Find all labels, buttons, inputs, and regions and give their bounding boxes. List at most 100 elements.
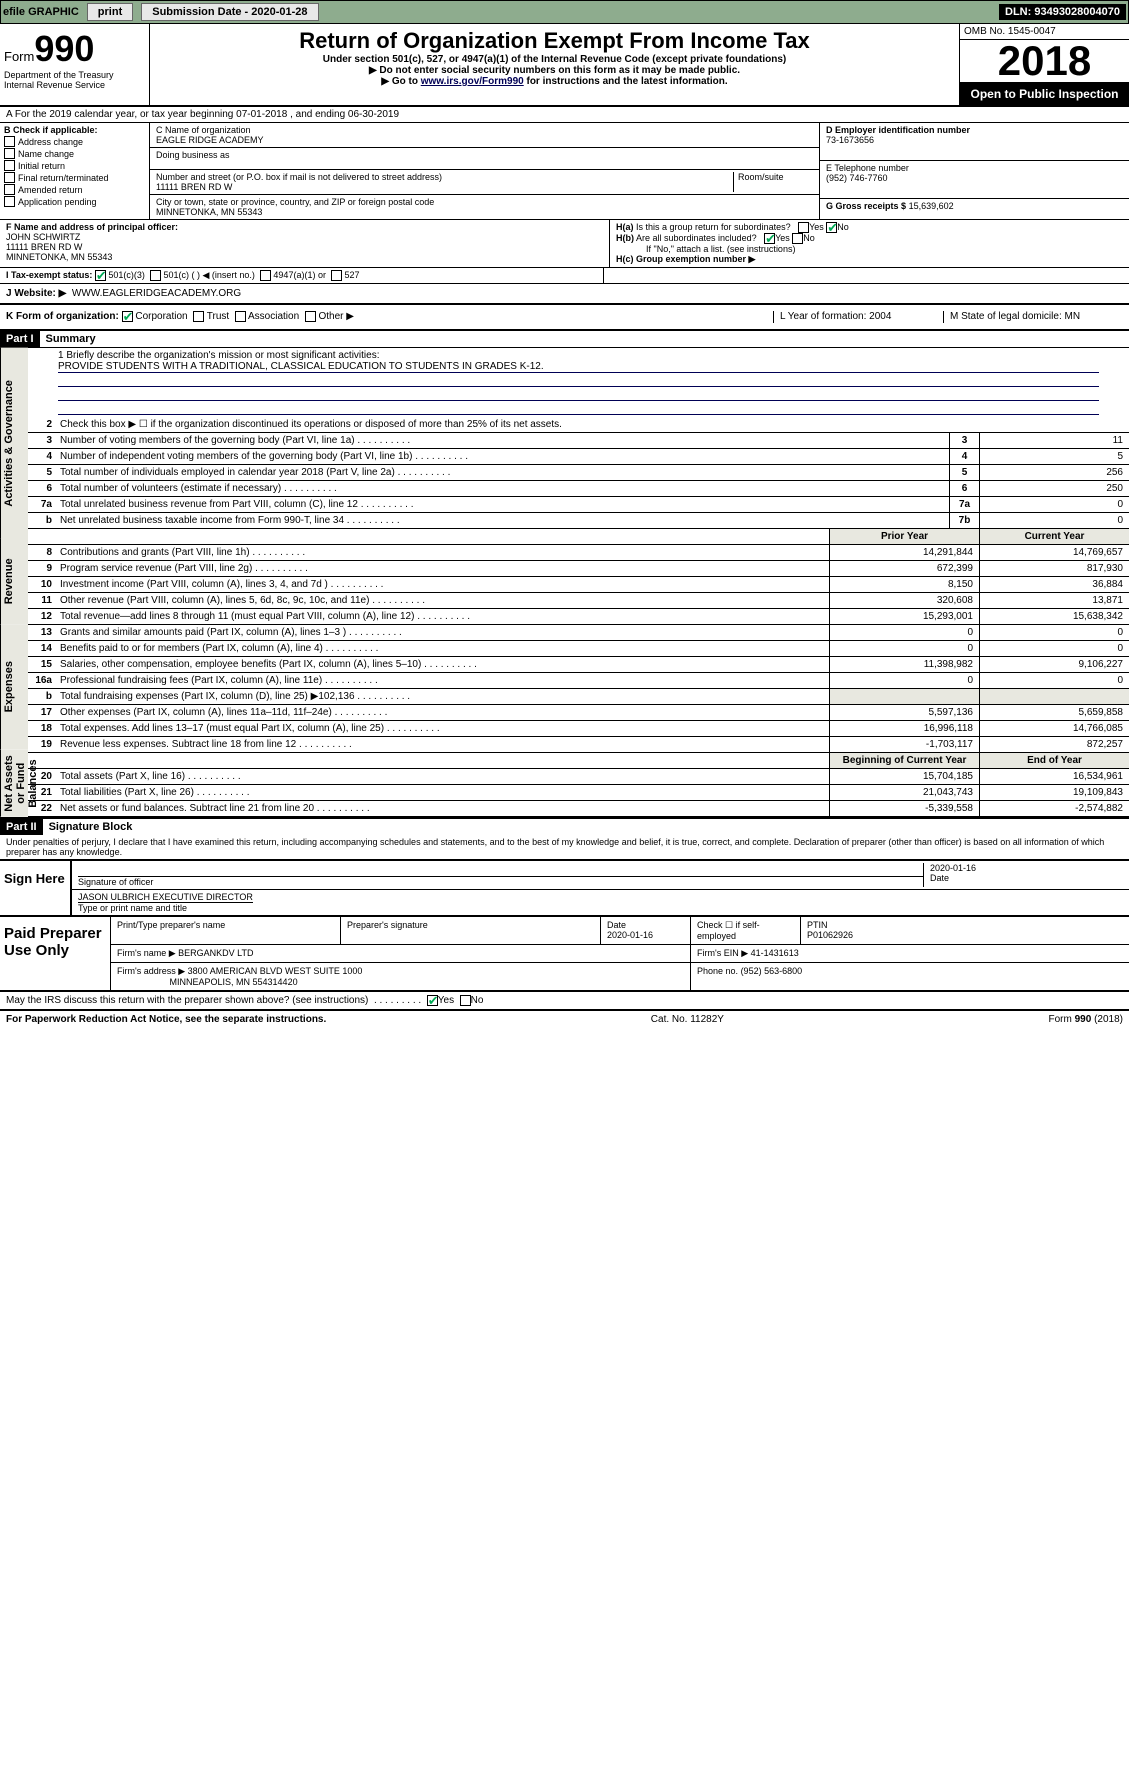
city-state-zip: MINNETONKA, MN 55343 (156, 207, 813, 217)
form-header: Form990 Department of the Treasury Inter… (0, 24, 1129, 107)
revenue-header-row: Prior Year Current Year (28, 529, 1129, 545)
mission-blank-1 (58, 373, 1099, 387)
data-line: 19Revenue less expenses. Subtract line 1… (28, 737, 1129, 753)
cb-corporation[interactable] (122, 311, 133, 322)
firm-addr1: 3800 AMERICAN BLVD WEST SUITE 1000 (188, 966, 363, 976)
irs-link[interactable]: www.irs.gov/Form990 (421, 76, 524, 87)
org-name-label: C Name of organization (156, 125, 813, 135)
top-toolbar: efile GRAPHIC print Submission Date - 20… (0, 0, 1129, 24)
preparer-sig-header: Preparer's signature (341, 917, 601, 944)
print-button[interactable]: print (87, 3, 133, 21)
cb-hb-no[interactable] (792, 233, 803, 244)
cb-final-return[interactable] (4, 172, 15, 183)
block-b-to-g: B Check if applicable: Address change Na… (0, 123, 1129, 220)
subtitle-3: ▶ Go to www.irs.gov/Form990 for instruct… (154, 76, 955, 87)
hb-note: If "No," attach a list. (see instruction… (616, 244, 1123, 254)
current-year-header: Current Year (979, 529, 1129, 544)
mission-blank-2 (58, 387, 1099, 401)
row-f-h: F Name and address of principal officer:… (0, 220, 1129, 268)
firm-phone: (952) 563-6800 (741, 966, 803, 976)
sig-date-label: Date (930, 873, 1123, 883)
cb-527[interactable] (331, 270, 342, 281)
room-suite-label: Room/suite (733, 172, 813, 192)
part2-title: Signature Block (43, 821, 133, 833)
end-year-header: End of Year (979, 753, 1129, 768)
cb-hb-yes[interactable] (764, 233, 775, 244)
form-version: Form 990 (2018) (1049, 1014, 1123, 1025)
state-domicile: M State of legal domicile: MN (943, 311, 1123, 322)
row-j-website: J Website: ▶ WWW.EAGLERIDGEACADEMY.ORG (0, 284, 1129, 305)
gov-line: bNet unrelated business taxable income f… (28, 513, 1129, 529)
hc-label: H(c) Group exemption number ▶ (616, 254, 1123, 265)
signer-name: JASON ULBRICH EXECUTIVE DIRECTOR (78, 892, 253, 903)
cb-4947[interactable] (260, 270, 271, 281)
data-line: 10Investment income (Part VIII, column (… (28, 577, 1129, 593)
cb-address-change[interactable] (4, 136, 15, 147)
row-i-tax-status: I Tax-exempt status: 501(c)(3) 501(c) ( … (0, 268, 1129, 284)
cb-app-pending[interactable] (4, 196, 15, 207)
row-a-taxyear: A For the 2019 calendar year, or tax yea… (0, 107, 1129, 123)
data-line: bTotal fundraising expenses (Part IX, co… (28, 689, 1129, 705)
preparer-date: 2020-01-16 (607, 930, 653, 940)
cb-trust[interactable] (193, 311, 204, 322)
data-line: 13Grants and similar amounts paid (Part … (28, 625, 1129, 641)
prior-year-header: Prior Year (829, 529, 979, 544)
page-footer: For Paperwork Reduction Act Notice, see … (0, 1011, 1129, 1028)
part1-title: Summary (40, 333, 96, 345)
ein-label: D Employer identification number (826, 125, 1123, 135)
vtab-netassets: Net Assets or Fund Balances (0, 750, 28, 817)
part1-header: Part I (0, 331, 40, 347)
gov-line: 4Number of independent voting members of… (28, 449, 1129, 465)
cb-ha-no[interactable] (826, 222, 837, 233)
cb-discuss-yes[interactable] (427, 995, 438, 1006)
officer-addr1: 11111 BREN RD W (6, 242, 603, 252)
data-line: 11Other revenue (Part VIII, column (A), … (28, 593, 1129, 609)
signature-block: Sign Here Signature of officer 2020-01-1… (0, 859, 1129, 915)
gov-line: 7aTotal unrelated business revenue from … (28, 497, 1129, 513)
sig-officer-label: Signature of officer (78, 877, 923, 887)
sig-date: 2020-01-16 (930, 863, 1123, 873)
data-line: 20Total assets (Part X, line 16)15,704,1… (28, 769, 1129, 785)
irs-label: Internal Revenue Service (4, 80, 145, 90)
firm-name: BERGANKDV LTD (178, 948, 253, 958)
cb-ha-yes[interactable] (798, 222, 809, 233)
cb-501c3[interactable] (95, 270, 106, 281)
officer-addr2: MINNETONKA, MN 55343 (6, 252, 603, 262)
gov-line: 2Check this box ▶ ☐ if the organization … (28, 417, 1129, 433)
data-line: 12Total revenue—add lines 8 through 11 (… (28, 609, 1129, 625)
ptin-value: P01062926 (807, 930, 853, 940)
mission-blank-3 (58, 401, 1099, 415)
pra-notice: For Paperwork Reduction Act Notice, see … (6, 1014, 326, 1025)
paid-preparer-block: Paid Preparer Use Only Print/Type prepar… (0, 915, 1129, 992)
data-line: 15Salaries, other compensation, employee… (28, 657, 1129, 673)
netassets-header-row: Beginning of Current Year End of Year (28, 753, 1129, 769)
subtitle-2: ▶ Do not enter social security numbers o… (154, 65, 955, 76)
discuss-row: May the IRS discuss this return with the… (0, 992, 1129, 1011)
tax-year: 2018 (960, 40, 1129, 83)
gov-line: 3Number of voting members of the governi… (28, 433, 1129, 449)
open-public-badge: Open to Public Inspection (960, 83, 1129, 105)
sign-here-label: Sign Here (0, 861, 70, 915)
part2-header: Part II (0, 819, 43, 835)
perjury-statement: Under penalties of perjury, I declare th… (0, 835, 1129, 859)
mission-label: 1 Briefly describe the organization's mi… (58, 350, 1099, 361)
cb-501c[interactable] (150, 270, 161, 281)
cb-amended[interactable] (4, 184, 15, 195)
data-line: 9Program service revenue (Part VIII, lin… (28, 561, 1129, 577)
cb-other[interactable] (305, 311, 316, 322)
gov-line: 6Total number of volunteers (estimate if… (28, 481, 1129, 497)
telephone-label: E Telephone number (826, 163, 1123, 173)
addr-label: Number and street (or P.O. box if mail i… (156, 172, 733, 182)
data-line: 16aProfessional fundraising fees (Part I… (28, 673, 1129, 689)
ein-value: 73-1673656 (826, 135, 1123, 145)
cb-name-change[interactable] (4, 148, 15, 159)
cb-association[interactable] (235, 311, 246, 322)
signer-name-label: Type or print name and title (78, 903, 253, 913)
efile-label: efile GRAPHIC (3, 6, 79, 18)
vtab-revenue: Revenue (0, 538, 28, 624)
treasury-label: Department of the Treasury (4, 70, 145, 80)
officer-name: JOHN SCHWIRTZ (6, 232, 603, 242)
cb-initial-return[interactable] (4, 160, 15, 171)
cb-discuss-no[interactable] (460, 995, 471, 1006)
submission-date-button[interactable]: Submission Date - 2020-01-28 (141, 3, 318, 21)
